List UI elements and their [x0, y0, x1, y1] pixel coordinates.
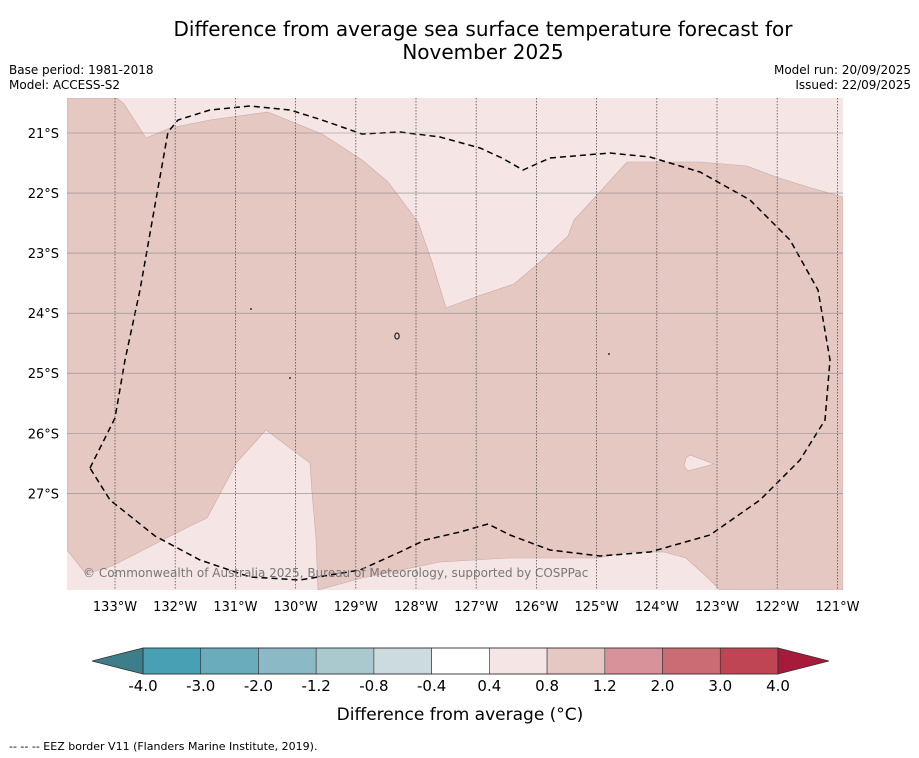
y-tick-label: 22°S [28, 187, 59, 202]
x-axis-labels: 133°W 132°W 131°W 130°W 129°W 128°W 127°W 126°W… [93, 600, 860, 615]
y-tick-label: 25°S [28, 367, 59, 382]
colorbar-tick-label: 1.2 [593, 677, 617, 695]
y-tick-label: 27°S [28, 487, 59, 502]
colorbar: -4.0 -3.0 -2.0 -1.2 -0.8 -0.4 0.4 0.8 1.2 2.0 3.0 4… [91, 647, 830, 695]
island-marker [250, 308, 252, 310]
colorbar-tick-label: 0.4 [477, 677, 501, 695]
colorbar-extend-high [777, 647, 830, 675]
title-line-2: November 2025 [402, 40, 564, 64]
y-tick-label: 24°S [28, 307, 59, 322]
anomaly-island-0-4-to-0-8 [683, 454, 715, 472]
colorbar-tick-label: -0.4 [417, 677, 446, 695]
colorbar-tick-label: -0.8 [359, 677, 388, 695]
x-tick-label: 128°W [394, 600, 438, 615]
colorbar-segment [604, 647, 663, 675]
map-title: Difference from average sea surface temp… [0, 18, 919, 64]
colorbar-segment [258, 647, 317, 675]
map-area [67, 98, 843, 590]
eez-border [89, 105, 831, 581]
x-tick-label: 127°W [454, 600, 498, 615]
x-tick-label: 131°W [213, 600, 257, 615]
base-period: Base period: 1981-2018 [9, 63, 154, 77]
colorbar-segment [719, 647, 779, 675]
island-marker [289, 377, 291, 379]
x-tick-label: 121°W [815, 600, 859, 615]
colorbar-label: Difference from average (°C) [336, 705, 584, 725]
colorbar-tick-label: -2.0 [244, 677, 273, 695]
colorbar-tick-label: 4.0 [766, 677, 790, 695]
colorbar-tick-label: 0.8 [535, 677, 559, 695]
colorbar-tick-label: -1.2 [302, 677, 331, 695]
island-marker [608, 353, 610, 355]
y-tick-label: 21°S [28, 127, 59, 142]
colorbar-tick-label: 3.0 [708, 677, 732, 695]
x-tick-label: 123°W [695, 600, 739, 615]
colorbar-segment [662, 647, 721, 675]
x-tick-label: 122°W [755, 600, 799, 615]
model-run: Model run: 20/09/2025 [773, 63, 911, 77]
colorbar-segment [489, 647, 548, 675]
colorbar-segment [431, 647, 490, 675]
colorbar-tick-label: -4.0 [128, 677, 157, 695]
colorbar-segment [315, 647, 375, 675]
meta-right: Model run: 20/09/2025 Issued: 22/09/2025 [774, 63, 911, 93]
colorbar-segment [142, 647, 202, 675]
issued-date: Issued: 22/09/2025 [795, 78, 911, 92]
gridlines [67, 98, 843, 590]
colorbar-outline [142, 647, 779, 675]
footnote: -- -- -- EEZ border V11 (Flanders Marine… [9, 740, 318, 753]
colorbar-tick-label: -3.0 [186, 677, 215, 695]
copyright-notice: © Commonwealth of Australia 2025, Bureau… [83, 566, 588, 580]
y-axis-labels: 21°S 22°S 23°S 24°S 25°S 26°S 27°S [28, 127, 59, 502]
colorbar-segment [546, 647, 606, 675]
x-tick-label: 129°W [334, 600, 378, 615]
colorbar-segment [373, 647, 432, 675]
colorbar-tick-label: 2.0 [651, 677, 675, 695]
y-tick-label: 23°S [28, 247, 59, 262]
colorbar-tick-labels: -4.0 -3.0 -2.0 -1.2 -0.8 -0.4 0.4 0.8 1.2 2.0 3.0 4… [128, 677, 790, 695]
x-tick-label: 124°W [635, 600, 679, 615]
model-name: Model: ACCESS-S2 [9, 78, 121, 92]
island-marker [394, 332, 400, 340]
y-tick-label: 26°S [28, 427, 59, 442]
x-tick-label: 126°W [514, 600, 558, 615]
x-tick-label: 125°W [575, 600, 619, 615]
title-line-1: Difference from average sea surface temp… [173, 17, 793, 41]
colorbar-extend-low [91, 647, 144, 675]
colorbar-segment [200, 647, 259, 675]
meta-left: Base period: 1981-2018 Model: ACCESS-S2 [9, 63, 154, 93]
x-tick-label: 133°W [93, 600, 137, 615]
colorbar-title: Difference from average (°C) [0, 705, 919, 725]
x-tick-label: 130°W [274, 600, 318, 615]
x-tick-label: 132°W [153, 600, 197, 615]
colorbar-segments [142, 647, 779, 675]
